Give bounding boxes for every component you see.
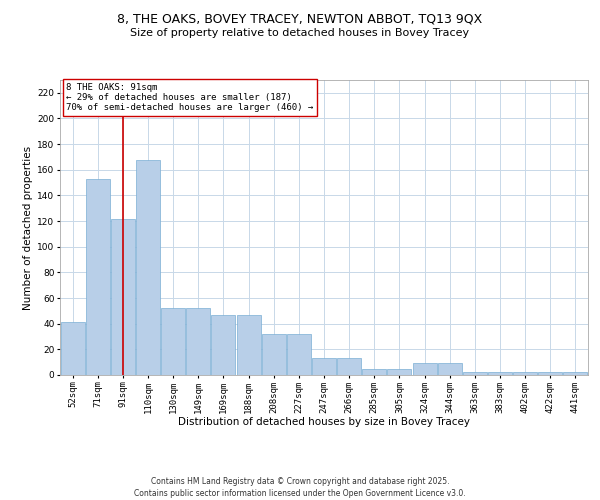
Bar — [111, 218, 135, 375]
Bar — [136, 160, 160, 375]
Text: 8 THE OAKS: 91sqm
← 29% of detached houses are smaller (187)
70% of semi-detache: 8 THE OAKS: 91sqm ← 29% of detached hous… — [66, 82, 314, 112]
Text: Contains HM Land Registry data © Crown copyright and database right 2025.
Contai: Contains HM Land Registry data © Crown c… — [134, 476, 466, 498]
Bar — [388, 368, 412, 375]
Bar — [362, 368, 386, 375]
Bar — [86, 179, 110, 375]
Bar — [488, 372, 512, 375]
Bar — [211, 314, 235, 375]
X-axis label: Distribution of detached houses by size in Bovey Tracey: Distribution of detached houses by size … — [178, 417, 470, 427]
Bar — [413, 364, 437, 375]
Bar — [513, 372, 537, 375]
Bar — [61, 322, 85, 375]
Bar — [262, 334, 286, 375]
Bar — [187, 308, 210, 375]
Text: 8, THE OAKS, BOVEY TRACEY, NEWTON ABBOT, TQ13 9QX: 8, THE OAKS, BOVEY TRACEY, NEWTON ABBOT,… — [118, 12, 482, 26]
Bar — [463, 372, 487, 375]
Bar — [312, 358, 336, 375]
Bar — [563, 372, 587, 375]
Bar — [287, 334, 311, 375]
Bar — [161, 308, 185, 375]
Bar — [337, 358, 361, 375]
Y-axis label: Number of detached properties: Number of detached properties — [23, 146, 33, 310]
Bar — [438, 364, 461, 375]
Bar — [236, 314, 260, 375]
Bar — [538, 372, 562, 375]
Text: Size of property relative to detached houses in Bovey Tracey: Size of property relative to detached ho… — [130, 28, 470, 38]
